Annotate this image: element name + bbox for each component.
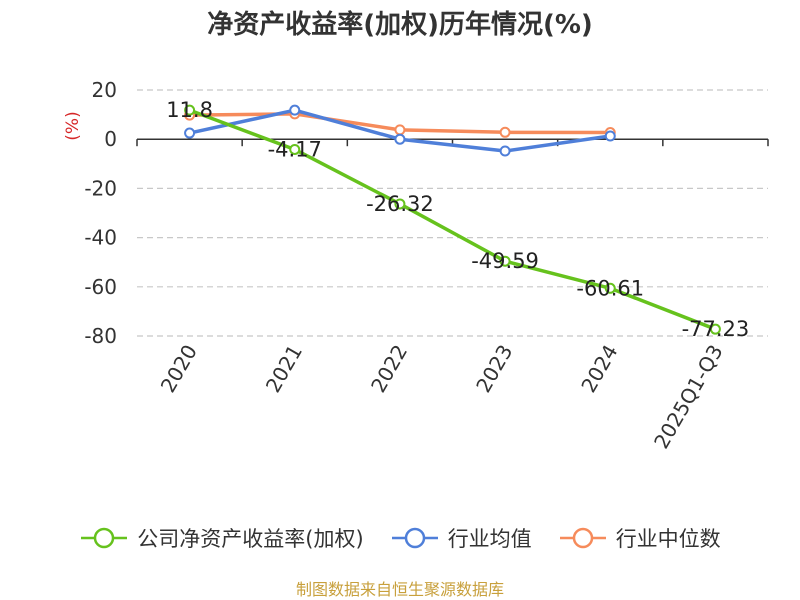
- x-tick-label: 2025Q1-Q3: [649, 341, 728, 453]
- grid-lines: [137, 89, 768, 337]
- chart-title: 净资产收益率(加权)历年情况(%): [207, 10, 593, 40]
- x-tick-label: 2021: [261, 341, 307, 397]
- data-label: 11.8: [166, 98, 213, 122]
- data-point: [289, 104, 301, 116]
- axes: 20 0 -20 -40 -60 -80 (%) 2020 2021 2022 2023 2024 20…: [63, 78, 769, 453]
- data-labels: 11.8 -4.17 -26.32 -49.59 -60.61 -77.23: [166, 98, 749, 341]
- legend-item[interactable]: 公司净资产收益率(加权): [79, 523, 364, 553]
- data-point: [289, 143, 301, 155]
- data-label: -26.32: [366, 192, 434, 216]
- data-point: [184, 127, 196, 139]
- source-note: 制图数据来自恒生聚源数据库: [295, 580, 504, 599]
- x-tick-label: 2024: [576, 341, 622, 397]
- y-tick-label: 20: [92, 78, 117, 102]
- legend-swatch-icon: [81, 527, 128, 549]
- legend: 公司净资产收益率(加权) 行业均值 行业中位数: [0, 518, 800, 558]
- x-tick-label: 2023: [471, 341, 517, 397]
- legend-label: 行业均值: [447, 527, 532, 551]
- y-axis-label: (%): [63, 111, 83, 140]
- legend-swatch-icon: [559, 527, 606, 549]
- data-point: [499, 255, 511, 267]
- data-point: [394, 198, 406, 210]
- series-lines: [184, 104, 721, 335]
- data-label: -4.17: [268, 137, 322, 161]
- y-tick-label: -40: [84, 226, 117, 250]
- legend-label: 公司净资产收益率(加权): [137, 527, 364, 551]
- legend-swatch-icon: [391, 527, 438, 549]
- legend-item[interactable]: 行业均值: [390, 523, 532, 553]
- data-label: -77.23: [682, 317, 750, 341]
- y-tick-label: 0: [104, 127, 117, 151]
- legend-label: 行业中位数: [615, 527, 721, 551]
- data-point: [499, 126, 511, 138]
- y-tick-label: -60: [84, 275, 117, 299]
- data-point: [394, 133, 406, 145]
- x-tick-label: 2022: [366, 341, 412, 397]
- data-point: [394, 124, 406, 136]
- legend-item[interactable]: 行业中位数: [558, 523, 721, 553]
- y-tick-label: -20: [84, 176, 117, 200]
- data-point: [604, 130, 616, 142]
- x-tick-label: 2020: [156, 341, 202, 397]
- data-point: [499, 145, 511, 157]
- data-point: [184, 104, 196, 116]
- data-label: -60.61: [576, 276, 644, 300]
- data-point: [604, 282, 616, 294]
- data-label: -49.59: [471, 249, 539, 273]
- data-point: [709, 323, 721, 335]
- series-line: [188, 108, 717, 331]
- y-tick-label: -80: [84, 324, 117, 348]
